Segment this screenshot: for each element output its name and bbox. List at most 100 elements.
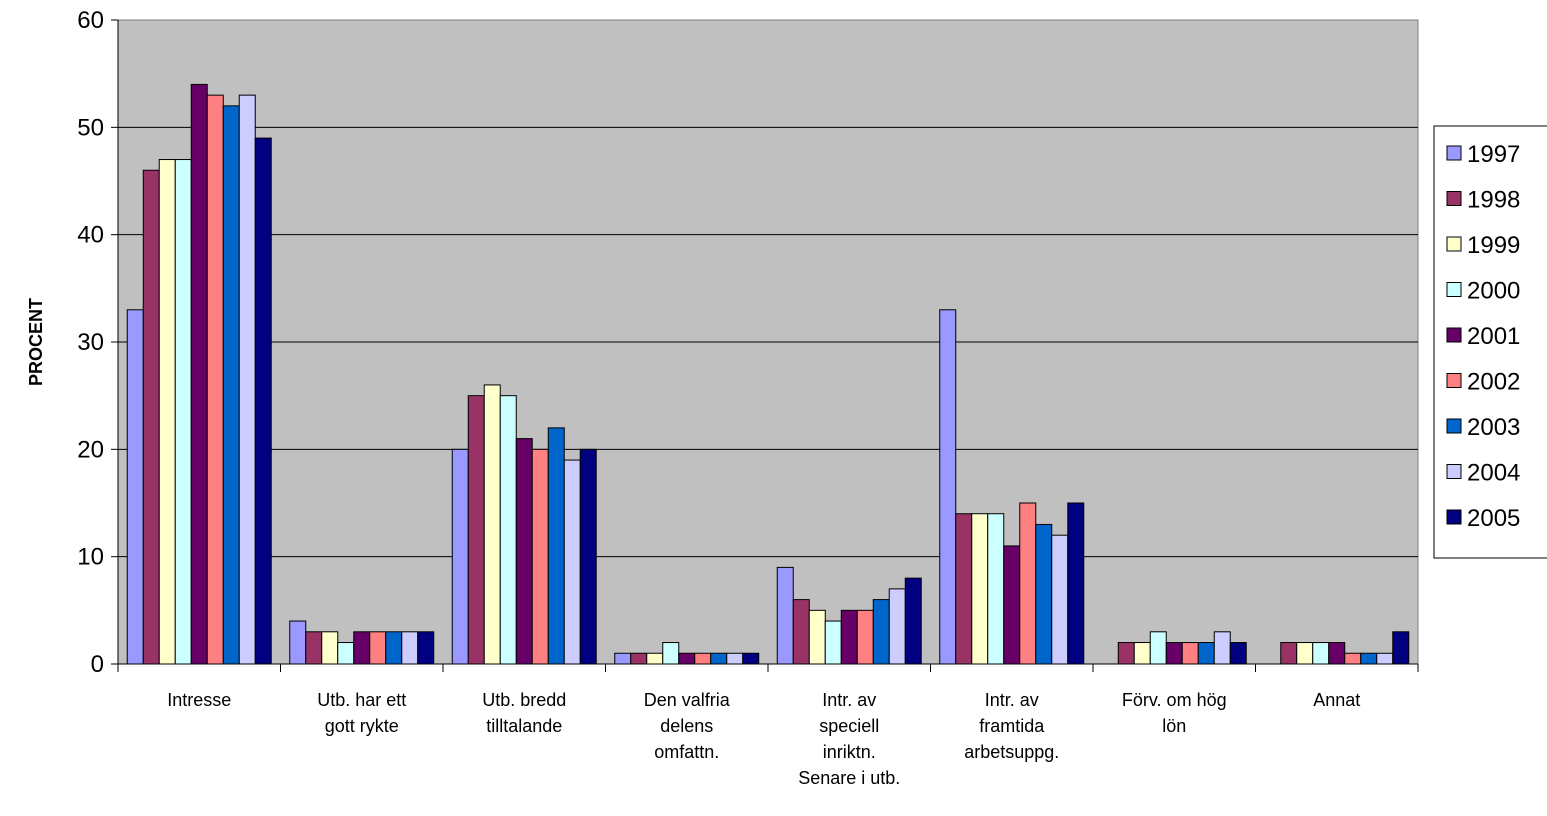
bar-2000: [337, 642, 355, 665]
bar-2002: [531, 448, 549, 665]
bar-2002: [369, 631, 387, 665]
bar-2002: [1181, 642, 1199, 665]
legend-swatch-2002: [1446, 373, 1462, 388]
bar-2003: [710, 652, 728, 665]
x-tick-label-line: gott rykte: [325, 716, 399, 736]
x-tick-label-line: delens: [660, 716, 713, 736]
bar-2004: [1051, 534, 1069, 665]
legend-swatch-1997: [1446, 145, 1462, 161]
bar-1997: [289, 620, 307, 665]
legend-label-2004: 2004: [1467, 460, 1520, 487]
bar-2000: [987, 513, 1005, 665]
bar-2003: [1360, 652, 1378, 665]
x-tick-label-line: Utb. har ett: [317, 690, 406, 710]
bar-2003: [222, 105, 240, 665]
x-tick-label-line: speciell: [819, 716, 879, 736]
x-tick-label-line: inriktn.: [823, 742, 876, 762]
y-tick-label: 30: [77, 329, 104, 356]
bar-2002: [1019, 502, 1037, 665]
axes: 0 10 20 30 40 50 60 Intresse Utb. har ett gott ry…: [26, 7, 1419, 788]
bar-1997: [126, 309, 144, 665]
bar-1998: [630, 652, 648, 665]
legend-swatch-2001: [1446, 327, 1462, 343]
bar-1999: [483, 384, 501, 665]
x-tick-label-line: omfattn.: [654, 742, 719, 762]
bar-2001: [190, 83, 208, 665]
x-tick-label-line: Annat: [1313, 690, 1360, 710]
bar-1998: [142, 169, 160, 665]
bar-2000: [499, 395, 517, 665]
x-tick-label: Annat: [1313, 690, 1360, 710]
bar-1997: [614, 652, 632, 665]
bar-2005: [742, 652, 760, 665]
bar-1999: [1296, 642, 1314, 665]
bar-2000: [824, 620, 842, 665]
x-tick-label-line: tilltalande: [486, 716, 562, 736]
y-tick-label: 0: [91, 651, 104, 678]
x-tick-label: Intr. av speciell inriktn. Senare i utb.: [798, 690, 900, 788]
legend-label-1997: 1997: [1467, 141, 1520, 168]
bar-1999: [646, 652, 664, 665]
x-tick-label-line: Intr. av: [985, 690, 1039, 710]
bar-2001: [840, 609, 858, 665]
x-tick-label-line: Senare i utb.: [798, 768, 900, 788]
x-tick-label: Intresse: [167, 690, 231, 710]
bar-2005: [1229, 642, 1247, 665]
bar-1999: [971, 513, 989, 665]
bar-1998: [467, 395, 485, 665]
bar-2001: [1165, 642, 1183, 665]
y-tick-label: 20: [77, 436, 104, 463]
bar-1998: [1117, 642, 1135, 665]
bar-1999: [1133, 642, 1151, 665]
bar-2004: [1376, 652, 1394, 665]
legend-label-2003: 2003: [1467, 414, 1520, 441]
x-tick-label-line: Förv. om hög: [1122, 690, 1227, 710]
bar-2002: [1344, 652, 1362, 665]
y-tick-label: 60: [77, 7, 104, 34]
bar-2005: [579, 448, 597, 665]
legend-label-1998: 1998: [1467, 187, 1520, 214]
x-tick-label-line: Intr. av: [822, 690, 876, 710]
legend-label-2000: 2000: [1467, 278, 1520, 305]
bar-2005: [254, 137, 272, 665]
bar-1999: [321, 631, 339, 665]
bar-2004: [1213, 631, 1231, 665]
legend-label-1999: 1999: [1467, 232, 1520, 259]
legend-swatch-2005: [1446, 509, 1462, 525]
bar-2000: [1149, 631, 1167, 665]
legend-swatch-1999: [1446, 236, 1462, 252]
legend-label-2005: 2005: [1467, 505, 1520, 532]
bar-1999: [158, 159, 176, 665]
x-tick-label-line: arbetsuppg.: [964, 742, 1059, 762]
bar-2001: [1003, 545, 1021, 665]
legend-label-2001: 2001: [1467, 323, 1520, 350]
bar-1998: [1280, 642, 1298, 665]
x-tick-label-line: Den valfria: [644, 690, 731, 710]
bar-2002: [206, 94, 224, 665]
x-tick-label-line: lön: [1162, 716, 1186, 736]
legend-swatch-2003: [1446, 418, 1462, 434]
bar-2004: [726, 652, 744, 665]
bar-2003: [385, 631, 403, 665]
y-axis-label: PROCENT: [26, 298, 46, 386]
x-tick-label-line: Utb. bredd: [482, 690, 566, 710]
bar-2002: [856, 609, 874, 665]
legend-swatch-2004: [1446, 464, 1462, 479]
bar-2001: [678, 652, 696, 665]
y-tick-label: 10: [77, 544, 104, 571]
legend-swatch-2000: [1446, 282, 1462, 297]
bar-2001: [1328, 642, 1346, 665]
bar-2001: [353, 631, 371, 665]
bar-2004: [563, 459, 581, 665]
bar-2005: [417, 631, 435, 665]
x-tick-label-line: Intresse: [167, 690, 231, 710]
bar-2003: [1035, 523, 1053, 665]
plot-area: [117, 19, 1419, 665]
bar-2005: [1392, 631, 1410, 665]
bar-2005: [1067, 502, 1085, 665]
bar-2000: [662, 642, 680, 665]
bar-2000: [174, 159, 192, 665]
bar-1998: [792, 599, 810, 665]
